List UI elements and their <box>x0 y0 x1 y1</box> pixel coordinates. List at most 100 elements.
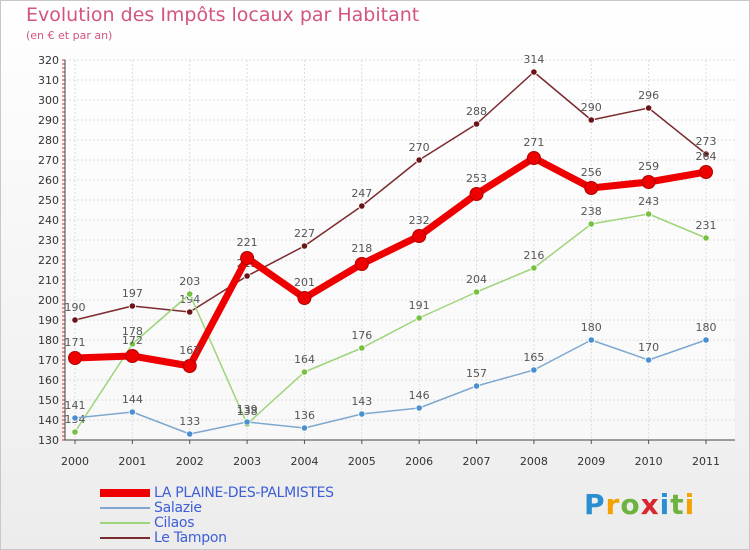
series-line <box>74 71 707 321</box>
data-point <box>128 340 136 348</box>
data-point <box>641 175 656 189</box>
data-point <box>71 316 79 324</box>
series-line <box>74 154 707 370</box>
data-point <box>358 344 366 352</box>
data-point <box>526 151 541 165</box>
chart-title: Evolution des Impôts locaux par Habitant <box>26 4 420 26</box>
data-label: 221 <box>237 236 258 249</box>
y-tick-label: 170 <box>38 354 59 367</box>
data-point <box>186 430 194 438</box>
y-tick-label: 290 <box>38 114 59 127</box>
data-point <box>358 202 366 210</box>
x-tick-label: 2001 <box>118 455 146 468</box>
data-point <box>472 382 481 390</box>
data-point <box>297 291 312 305</box>
data-label: 203 <box>179 275 200 288</box>
data-point <box>645 356 653 364</box>
legend-swatch <box>100 522 150 524</box>
x-tick-label: 2003 <box>233 455 261 468</box>
data-point <box>469 187 484 201</box>
legend-swatch <box>100 507 150 509</box>
data-label: 204 <box>466 273 487 286</box>
data-label: 194 <box>179 293 200 306</box>
y-tick-label: 260 <box>38 174 59 187</box>
y-tick-label: 220 <box>38 254 59 267</box>
data-label: 273 <box>696 135 717 148</box>
data-point <box>530 68 538 76</box>
chart-subtitle: (en € et par an) <box>26 29 113 42</box>
x-tick-label: 2008 <box>520 455 548 468</box>
data-point <box>71 428 79 436</box>
data-point <box>645 104 653 112</box>
legend-label: Cilaos <box>154 515 195 531</box>
y-tick-label: 130 <box>38 434 59 447</box>
logo-letter: x <box>640 488 660 521</box>
data-label: 227 <box>294 227 315 240</box>
x-tick-label: 2010 <box>635 455 663 468</box>
proxiti-logo: Proxiti <box>584 488 695 521</box>
series-line <box>74 339 707 435</box>
logo-letter: i <box>684 488 696 521</box>
data-point <box>300 424 309 432</box>
data-point <box>415 314 423 322</box>
data-label: 146 <box>409 389 430 402</box>
data-label: 271 <box>523 136 544 149</box>
data-label: 191 <box>409 299 430 312</box>
data-label: 144 <box>122 393 143 406</box>
data-point <box>243 418 251 426</box>
y-tick-label: 160 <box>38 374 59 387</box>
data-label: 264 <box>696 150 717 163</box>
data-label: 172 <box>122 334 143 347</box>
legend-swatch <box>100 489 150 497</box>
data-label: 197 <box>122 287 143 300</box>
data-label: 167 <box>179 344 200 357</box>
logo-letter: o <box>620 488 641 521</box>
data-point <box>587 220 595 228</box>
legend-label: LA PLAINE-DES-PALMISTES <box>154 485 334 501</box>
data-label: 201 <box>294 276 315 289</box>
data-label: 232 <box>409 214 430 227</box>
legend-label: Le Tampon <box>154 530 227 546</box>
data-label: 290 <box>581 101 602 114</box>
data-point <box>358 410 366 418</box>
y-tick-label: 250 <box>38 194 59 207</box>
logo-letter: r <box>605 488 621 521</box>
x-tick-label: 2005 <box>348 455 376 468</box>
data-label: 157 <box>466 367 487 380</box>
y-tick-label: 270 <box>38 154 59 167</box>
data-point <box>300 242 309 250</box>
data-label: 180 <box>696 321 717 334</box>
data-label: 164 <box>294 353 315 366</box>
data-point <box>125 349 140 363</box>
y-tick-label: 230 <box>38 234 59 247</box>
data-point <box>702 336 710 344</box>
data-point <box>68 351 82 365</box>
y-tick-label: 310 <box>38 74 59 87</box>
data-label: 180 <box>581 321 602 334</box>
x-tick-label: 2002 <box>176 455 204 468</box>
x-tick-label: 2011 <box>692 455 720 468</box>
series-line <box>74 213 707 433</box>
data-label: 133 <box>179 415 200 428</box>
y-tick-label: 300 <box>38 94 59 107</box>
data-label: 243 <box>638 195 659 208</box>
x-tick-label: 2009 <box>577 455 605 468</box>
data-point <box>128 408 136 416</box>
data-point <box>472 120 481 128</box>
data-point <box>699 165 713 179</box>
data-point <box>584 181 599 195</box>
data-point <box>300 368 309 376</box>
data-point <box>530 366 538 374</box>
x-tick-label: 2000 <box>61 455 89 468</box>
data-label: 288 <box>466 105 487 118</box>
y-tick-label: 190 <box>38 314 59 327</box>
data-point <box>415 156 423 164</box>
y-tick-label: 140 <box>38 414 59 427</box>
data-label: 170 <box>638 341 659 354</box>
data-label: 247 <box>351 187 372 200</box>
data-point <box>243 272 251 280</box>
data-point <box>412 229 427 243</box>
data-label: 143 <box>351 395 372 408</box>
x-tick-label: 2006 <box>405 455 433 468</box>
data-label: 139 <box>237 403 258 416</box>
